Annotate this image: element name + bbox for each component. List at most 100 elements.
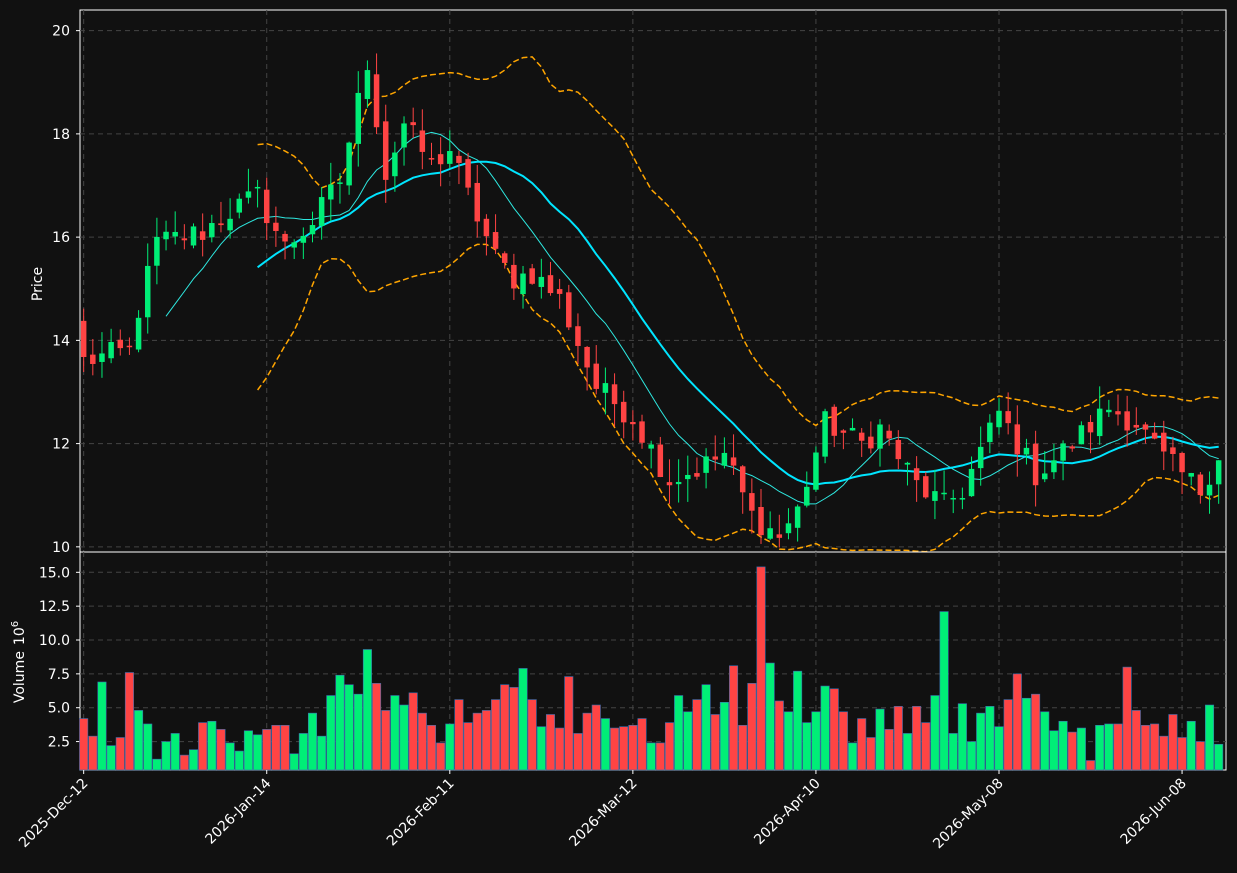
candle-body <box>1042 473 1048 480</box>
moving-averages <box>165 131 1219 505</box>
candle-body <box>263 189 270 224</box>
candle <box>1060 440 1066 481</box>
candle <box>218 201 224 233</box>
volume-bar <box>591 704 601 771</box>
candle <box>840 429 847 450</box>
candle <box>337 173 343 204</box>
candle <box>483 214 490 256</box>
price-tick-label: 14 <box>52 333 70 349</box>
volume-bar <box>390 695 400 771</box>
volume-bar <box>1095 725 1105 771</box>
volume-bar <box>710 714 720 771</box>
candle <box>254 179 261 208</box>
candle <box>1032 430 1039 507</box>
candle <box>556 278 563 309</box>
candles <box>80 53 1222 548</box>
candle-body <box>639 421 645 443</box>
volume-bar <box>417 712 427 771</box>
volume-bar <box>564 676 574 771</box>
candle <box>373 53 380 135</box>
candle-body <box>80 320 87 358</box>
volume-bar <box>948 733 958 771</box>
volume-bar <box>436 742 446 771</box>
volume-bar <box>985 706 995 771</box>
candle <box>1161 420 1167 471</box>
volume-bar <box>610 727 620 771</box>
price-tick-label: 10 <box>52 540 70 556</box>
candle <box>794 504 801 542</box>
volume-bar <box>1150 723 1160 771</box>
volume-bar <box>555 727 565 771</box>
volume-bar <box>619 726 629 771</box>
candle-body <box>996 410 1002 428</box>
candle-body <box>675 481 682 485</box>
candle <box>282 230 288 260</box>
candle <box>1023 438 1030 465</box>
candle <box>776 514 783 548</box>
volume-tick-label: 12.5 <box>39 599 70 615</box>
candle <box>410 107 416 139</box>
volume-bar <box>134 710 144 771</box>
volume-bar <box>875 708 885 771</box>
volume-bar <box>729 665 739 771</box>
candle <box>1151 422 1158 440</box>
candle <box>950 489 956 514</box>
candle-body <box>373 74 380 128</box>
candle <box>538 258 545 299</box>
candle-body <box>831 406 837 436</box>
candle-body <box>1051 460 1057 473</box>
candle <box>209 214 215 243</box>
volume-bar <box>719 701 729 771</box>
candle-body <box>328 184 334 200</box>
candle-body <box>730 457 737 466</box>
candle-body <box>822 411 828 457</box>
candle-body <box>419 130 426 152</box>
candle-body <box>254 186 261 189</box>
candle-body <box>245 191 252 198</box>
volume-bar <box>582 712 592 771</box>
volume-bar <box>756 566 766 771</box>
candle-body <box>840 430 847 433</box>
candle <box>1115 394 1121 426</box>
candle <box>849 418 856 431</box>
volume-y-ticks: 2.5 5.0 7.5 10.0 12.5 15.0 <box>39 565 80 751</box>
x-tick-label: 2026-May-08 <box>930 776 1007 853</box>
candle <box>328 162 334 222</box>
candle <box>465 152 471 196</box>
candle <box>135 310 142 353</box>
candle <box>392 141 398 192</box>
candle-body <box>126 345 133 348</box>
candle <box>80 308 87 373</box>
candle-body <box>556 289 563 294</box>
candle-body <box>1124 411 1130 431</box>
bollinger-bands <box>256 56 1219 553</box>
candle <box>858 428 865 457</box>
volume-panel: 2.5 5.0 7.5 10.0 12.5 15.0 Volume 106 <box>10 551 1227 771</box>
candle-body <box>694 473 700 477</box>
candle-body <box>410 122 416 126</box>
volume-bar <box>655 742 665 771</box>
volume-bar <box>262 729 272 771</box>
candle <box>630 410 636 441</box>
candle-body <box>703 456 709 473</box>
candle <box>666 459 673 504</box>
candle-body <box>1014 424 1021 455</box>
candle <box>831 404 837 448</box>
candle <box>758 488 764 544</box>
candle <box>1014 405 1021 477</box>
candle-body <box>135 317 142 350</box>
candle <box>932 469 938 520</box>
candle-body <box>437 154 444 165</box>
candle-body <box>300 235 307 243</box>
candle <box>273 206 279 247</box>
volume-bar <box>234 750 244 771</box>
candle <box>959 487 966 510</box>
volume-bar <box>106 745 116 771</box>
volume-bar <box>362 649 372 771</box>
candle <box>877 419 883 467</box>
candle-body <box>364 70 371 99</box>
candle-body <box>154 236 160 266</box>
x-tick-label: 2026-Jan-14 <box>202 775 274 847</box>
volume-bar <box>1195 741 1205 771</box>
candle-body <box>776 534 783 538</box>
